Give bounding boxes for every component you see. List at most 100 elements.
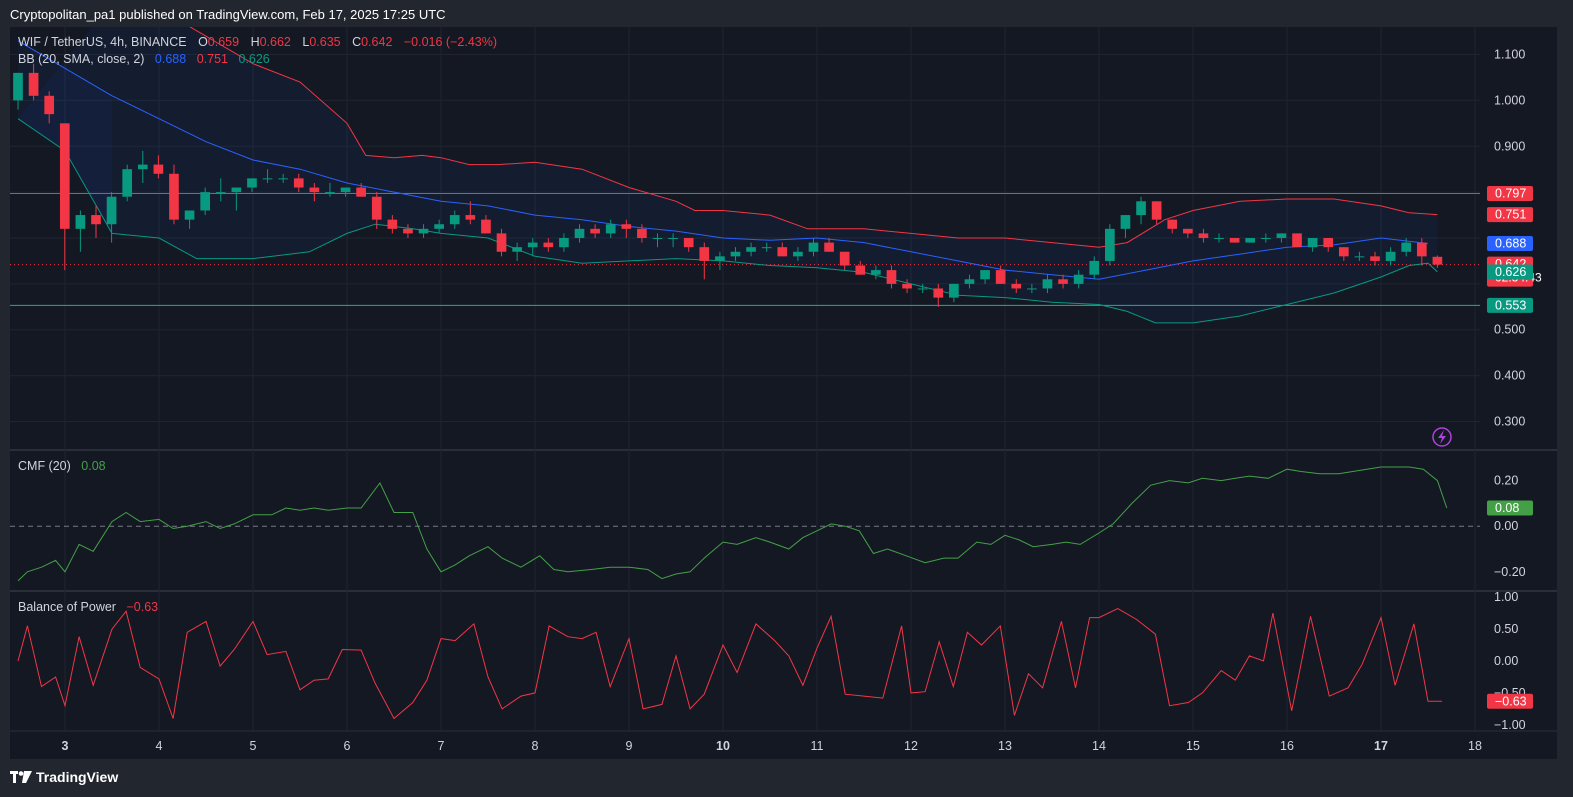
close-value: 0.642: [361, 35, 393, 49]
candle-body: [465, 215, 476, 220]
candle-body: [262, 178, 273, 180]
price-badge: 0.797: [1495, 187, 1526, 201]
candle: [1229, 238, 1240, 243]
candle-body: [106, 196, 117, 225]
candle: [855, 260, 866, 275]
candle: [169, 164, 179, 225]
candle: [1151, 201, 1162, 225]
time-tick-label: 5: [250, 739, 257, 753]
candle: [995, 265, 1006, 284]
cmf-value: 0.08: [81, 459, 106, 473]
bop-legend[interactable]: Balance of Power −0.63: [18, 600, 161, 614]
lightning-icon[interactable]: [1432, 427, 1452, 447]
cmf-badge-bg: [1487, 500, 1533, 516]
candle: [559, 233, 569, 252]
candle: [28, 63, 39, 101]
candle-body: [371, 196, 382, 220]
candle: [715, 251, 725, 271]
candle-body: [621, 224, 632, 229]
main-pane[interactable]: [10, 0, 1480, 324]
candle-body: [995, 270, 1006, 284]
candle: [1260, 233, 1271, 243]
candle: [293, 173, 304, 193]
chart-svg[interactable]: 1.100 1.000 0.900 0.500 0.400 0.300 0.20 0.00 −0…: [10, 0, 1557, 759]
candle: [13, 72, 23, 110]
time-tick-label: 11: [811, 739, 824, 753]
high-label: H: [250, 35, 260, 49]
bop-tick-label: 0.50: [1494, 622, 1518, 636]
candle-body: [28, 72, 39, 96]
candle-body: [1027, 288, 1037, 290]
bb-fill: [18, 0, 1438, 323]
candle-body: [340, 187, 351, 193]
candle-body: [746, 247, 756, 252]
candle-body: [215, 192, 226, 194]
grid: [10, 27, 1557, 732]
open-value: 0.659: [207, 35, 240, 49]
candle-body: [1338, 247, 1349, 257]
candle: [543, 238, 554, 252]
candle-body: [1105, 228, 1115, 261]
bop-tick-label: 0.00: [1494, 654, 1518, 668]
candle-body: [137, 164, 148, 170]
candle: [793, 247, 803, 261]
candle: [512, 242, 522, 261]
candle: [886, 265, 897, 289]
candle: [1027, 283, 1037, 294]
candle: [387, 215, 398, 234]
candle: [1370, 251, 1380, 266]
time-tick-label: 15: [1186, 739, 1200, 753]
candle-body: [886, 270, 897, 284]
bop-pane[interactable]: [17, 608, 1443, 720]
candle: [808, 238, 819, 257]
cmf-badge: 0.08: [1495, 501, 1519, 515]
candle-body: [184, 210, 195, 220]
candle-body: [1182, 228, 1193, 234]
candle: [777, 242, 788, 257]
time-tick-label: 7: [438, 739, 445, 753]
cmf-tick-label: −0.20: [1494, 565, 1526, 579]
candle: [1105, 224, 1115, 266]
candle: [325, 182, 335, 197]
bop-value: −0.63: [126, 600, 159, 614]
candle-body: [855, 265, 866, 275]
time-axis[interactable]: 3 4 5 6 7 8 9 10 11 12 13 14 15 16 17 18: [62, 739, 1482, 753]
candle: [106, 192, 117, 243]
footer-brand[interactable]: TradingView: [10, 769, 118, 785]
time-tick-label: 9: [626, 739, 633, 753]
candle: [980, 270, 990, 284]
bop-name: Balance of Power: [18, 600, 116, 614]
candle: [44, 91, 55, 124]
price-badge: 0.688: [1495, 237, 1526, 251]
candle-body: [1276, 233, 1287, 238]
candle-body: [668, 238, 678, 239]
candle-body: [902, 283, 912, 289]
tradingview-logo-icon: [10, 771, 32, 783]
price-badge: 0.553: [1495, 298, 1526, 312]
candle-body: [1245, 238, 1256, 243]
candle-body: [793, 251, 803, 257]
time-tick-label: 17: [1374, 739, 1388, 753]
cmf-legend[interactable]: CMF (20) 0.08: [18, 459, 109, 473]
candle-body: [1214, 238, 1224, 239]
candle-body: [169, 173, 179, 220]
symbol-label: WIF / TetherUS, 4h, BINANCE: [18, 35, 187, 49]
candle: [933, 283, 944, 307]
candle-body: [543, 242, 554, 248]
candle: [465, 201, 476, 225]
candle: [481, 215, 491, 234]
bb-legend[interactable]: BB (20, SMA, close, 2) 0.688 0.751 0.626: [18, 52, 273, 66]
cmf-pane[interactable]: [10, 466, 1480, 582]
chart-frame[interactable]: 1.100 1.000 0.900 0.500 0.400 0.300 0.20 0.00 −0…: [10, 0, 1557, 759]
time-tick-label: 10: [716, 739, 730, 753]
candle: [418, 224, 429, 238]
bb-basis-line: [17, 40, 1429, 280]
price-axis[interactable]: 1.100 1.000 0.900 0.500 0.400 0.300 0.20 0.00 −0…: [1487, 48, 1542, 732]
candle: [824, 238, 834, 252]
candle: [964, 274, 975, 289]
candle: [122, 164, 133, 202]
main-legend[interactable]: WIF / TetherUS, 4h, BINANCE O0.659 H0.66…: [18, 35, 500, 49]
candle: [231, 187, 242, 211]
candle: [496, 228, 507, 257]
candle: [59, 123, 70, 271]
